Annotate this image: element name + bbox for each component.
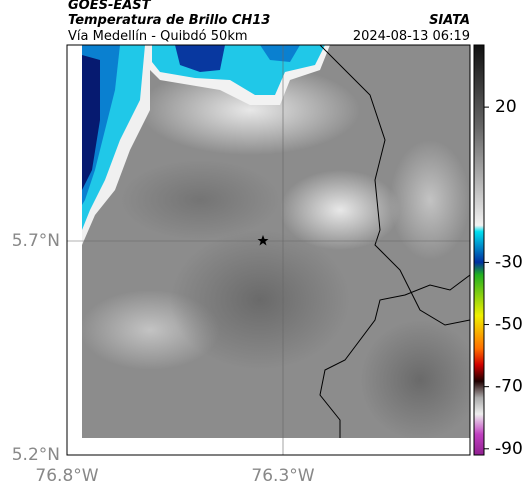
- colorbar-label: -50: [495, 315, 523, 335]
- lon-label: 76.3°W: [251, 466, 314, 486]
- map-frame: [66, 44, 471, 456]
- lat-label: 5.2°N: [12, 445, 60, 465]
- location-marker: [257, 235, 269, 246]
- lat-label: 5.7°N: [12, 231, 60, 251]
- lon-label: 76.8°W: [35, 466, 98, 486]
- datetime: 2024-08-13 06:19: [353, 29, 470, 44]
- colorbar-label: 20: [495, 97, 517, 117]
- colorbar-label: -90: [495, 439, 523, 459]
- colorbar: [473, 44, 485, 456]
- subtitle: Temperatura de Brillo CH13: [68, 13, 270, 28]
- colorbar-label: -30: [495, 252, 523, 272]
- title: GOES-EAST: [68, 0, 152, 13]
- colorbar-label: -70: [495, 377, 523, 397]
- satellite-image: [82, 45, 470, 438]
- source: SIATA: [429, 13, 470, 28]
- location: Vía Medellín - Quibdó 50km: [68, 29, 248, 44]
